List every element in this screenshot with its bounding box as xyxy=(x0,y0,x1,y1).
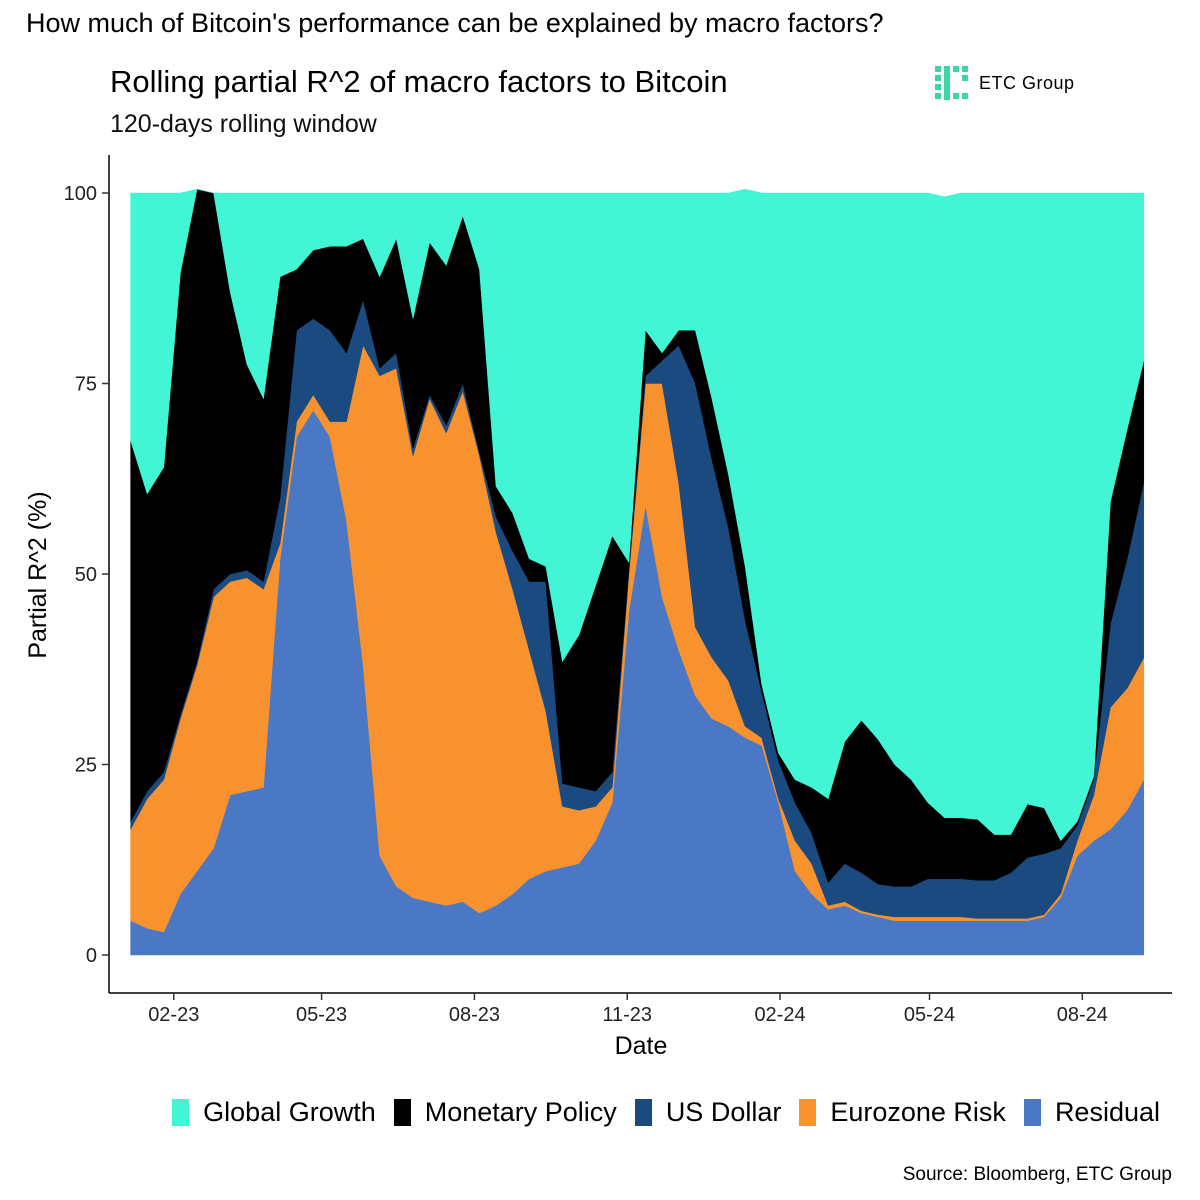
legend-label: US Dollar xyxy=(665,1097,782,1127)
y-tick-label: 0 xyxy=(86,945,97,967)
x-tick-label: 02-24 xyxy=(754,1004,805,1026)
y-tick-label: 100 xyxy=(64,183,97,205)
legend-label: Monetary Policy xyxy=(424,1097,617,1127)
legend-item-us-dollar: US Dollar xyxy=(634,1097,782,1128)
stacked-areas xyxy=(130,188,1145,956)
y-tick-label: 50 xyxy=(75,564,97,586)
logo-block xyxy=(935,93,941,99)
chart-axes: 0 25 50 75 100 02-23 05-23 08-23 11-23 02-24 05-24… xyxy=(64,155,1172,1026)
legend-swatch xyxy=(634,1099,652,1126)
x-tick-label: 02-23 xyxy=(148,1004,199,1026)
y-tick-label: 75 xyxy=(75,374,97,396)
area-chart: 0 25 50 75 100 02-23 05-23 08-23 11-23 02-24 05-24… xyxy=(24,155,1172,1060)
chart-title: Rolling partial R^2 of macro factors to … xyxy=(110,64,728,99)
x-tick-label: 08-24 xyxy=(1057,1004,1108,1026)
etc-group-logo: ETC Group xyxy=(935,66,1075,100)
legend-label: Residual xyxy=(1054,1097,1160,1127)
logo-block xyxy=(935,75,941,81)
x-axis-label: Date xyxy=(615,1032,668,1060)
legend-label: Eurozone Risk xyxy=(830,1097,1006,1127)
legend-swatch xyxy=(393,1099,411,1126)
source-note: Source: Bloomberg, ETC Group xyxy=(902,1164,1172,1185)
logo-block xyxy=(953,66,959,72)
logo-text: ETC Group xyxy=(979,72,1075,93)
legend-item-monetary-policy: Monetary Policy xyxy=(393,1097,617,1128)
logo-block xyxy=(962,75,968,81)
y-tick-label: 25 xyxy=(75,755,97,777)
chart-subtitle: 120-days rolling window xyxy=(110,110,377,138)
y-axis-label: Partial R^2 (%) xyxy=(24,491,52,658)
legend-item-global-growth: Global Growth xyxy=(172,1097,376,1128)
etc-logo-icon xyxy=(935,66,968,100)
legend-label: Global Growth xyxy=(203,1097,376,1127)
x-tick-label: 05-23 xyxy=(296,1004,347,1026)
x-tick-label: 05-24 xyxy=(904,1004,955,1026)
x-tick-label: 08-23 xyxy=(449,1004,500,1026)
logo-block xyxy=(953,93,959,99)
area-global-growth xyxy=(130,188,1145,841)
legend-item-eurozone-risk: Eurozone Risk xyxy=(799,1097,1006,1128)
x-tick-label: 11-23 xyxy=(602,1004,652,1026)
legend-swatch xyxy=(172,1099,190,1126)
legend-swatch xyxy=(1023,1099,1041,1126)
chart-question: How much of Bitcoin's performance can be… xyxy=(26,8,884,38)
logo-block xyxy=(944,66,950,100)
chart-legend: Global Growth Monetary Policy US Dollar Eur… xyxy=(0,1097,1200,1128)
logo-block xyxy=(962,93,968,99)
legend-swatch xyxy=(799,1099,817,1126)
logo-block xyxy=(935,66,941,72)
legend-item-residual: Residual xyxy=(1023,1097,1160,1128)
logo-block xyxy=(962,66,968,72)
logo-block xyxy=(935,84,941,90)
